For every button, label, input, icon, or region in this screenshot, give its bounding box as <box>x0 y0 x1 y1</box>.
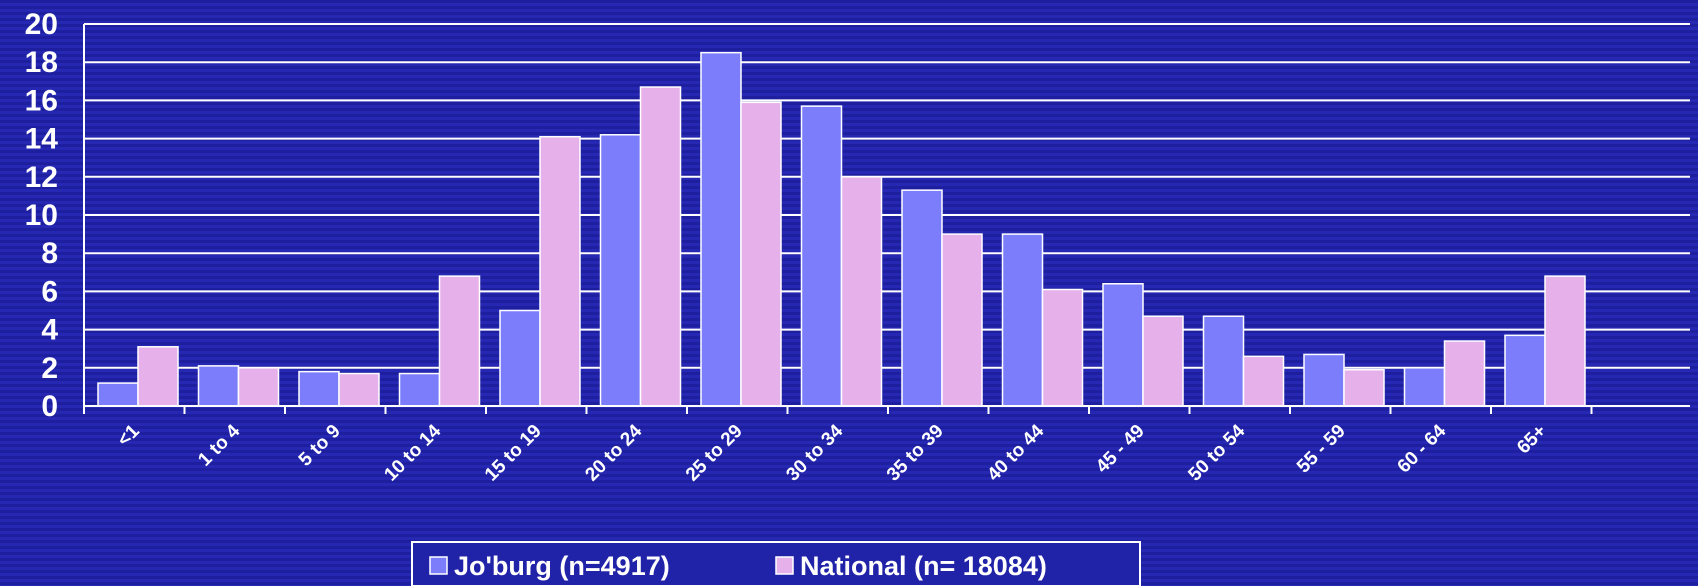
bar-national <box>840 176 883 407</box>
bar-national <box>1142 315 1184 407</box>
y-tick-label: 12 <box>25 161 58 194</box>
bar-national <box>639 86 682 407</box>
y-tick-label: 20 <box>25 8 58 41</box>
x-tick-label: 40 to 44 <box>983 420 1048 485</box>
bar-joburg <box>1102 283 1144 407</box>
y-tick-label: 10 <box>25 199 58 232</box>
legend: Jo'burg (n=4917) National (n= 18084) <box>411 541 1141 586</box>
x-tick-label: 15 to 19 <box>481 421 546 486</box>
bar-national <box>740 101 782 407</box>
y-tick-label: 6 <box>41 275 58 308</box>
bar-national <box>137 346 179 407</box>
y-tick-label: 16 <box>25 84 58 117</box>
bar-joburg <box>700 51 742 407</box>
y-tick-label: 4 <box>41 314 58 347</box>
y-tick-label: 14 <box>25 123 59 156</box>
bar-joburg <box>197 365 240 407</box>
x-tick-label: 5 to 9 <box>295 421 345 471</box>
bar-national <box>237 367 280 407</box>
bar-joburg <box>1303 353 1345 407</box>
y-tick-label: 18 <box>25 46 58 79</box>
legend-swatch-joburg <box>429 556 448 575</box>
x-tick-label: 50 to 54 <box>1184 420 1249 485</box>
x-tick-label: 25 to 29 <box>682 421 747 486</box>
x-tick-label: 20 to 24 <box>581 420 646 485</box>
x-tick-label: 60 - 64 <box>1394 420 1451 477</box>
legend-label-joburg: Jo'burg (n=4917) <box>454 551 670 581</box>
legend-swatch-national <box>775 556 794 575</box>
legend-label-national: National (n= 18084) <box>800 551 1047 581</box>
bar-joburg <box>1403 367 1446 407</box>
bar-joburg <box>1202 315 1245 407</box>
x-tick-label: 65+ <box>1513 421 1551 459</box>
bar-national <box>1544 275 1586 407</box>
bar-national <box>338 372 380 407</box>
bar-national <box>1343 368 1385 407</box>
bar-joburg <box>1504 334 1546 407</box>
bar-joburg <box>97 382 139 407</box>
bar-joburg <box>298 370 340 407</box>
x-tick-label: 45 - 49 <box>1092 421 1149 478</box>
bar-national <box>539 135 581 407</box>
bar-national <box>941 233 983 407</box>
bar-national <box>1443 340 1486 407</box>
bar-joburg <box>1001 233 1044 407</box>
bars <box>97 51 1586 407</box>
bar-joburg <box>499 309 541 407</box>
bar-joburg <box>901 189 943 407</box>
gridlines <box>83 23 1690 407</box>
bar-joburg <box>800 105 843 407</box>
x-tick-label: 30 to 34 <box>782 420 847 485</box>
x-tick-label: 10 to 14 <box>380 420 445 485</box>
bar-national <box>1242 355 1285 407</box>
bar-national <box>1041 288 1084 407</box>
bar-joburg <box>398 372 441 407</box>
x-tick-label: 55 - 59 <box>1293 421 1350 478</box>
y-axis-ticks: 0 2 4 6 8 10 12 14 16 18 20 <box>25 8 59 423</box>
bar-joburg <box>599 134 642 407</box>
y-tick-label: 0 <box>41 390 58 423</box>
x-tick-label: 1 to 4 <box>194 420 244 470</box>
x-tick-label: 35 to 39 <box>883 421 948 486</box>
y-tick-label: 8 <box>41 237 58 270</box>
y-tick-label: 2 <box>41 352 58 385</box>
x-axis-ticks: <1 1 to 4 5 to 9 10 to 14 15 to 19 20 to 24 25… <box>83 405 1690 486</box>
x-tick-label: <1 <box>114 420 144 450</box>
bar-national <box>438 275 481 407</box>
